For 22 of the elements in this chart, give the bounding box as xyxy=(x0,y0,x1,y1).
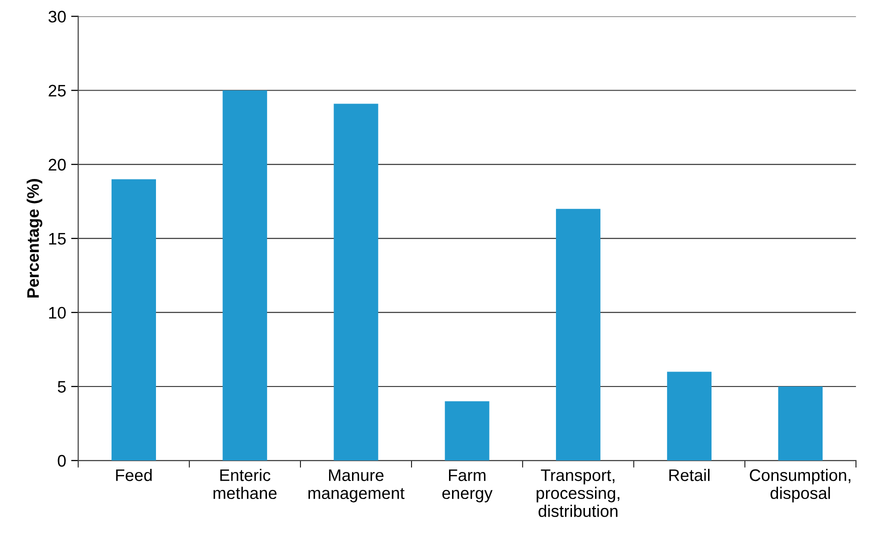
bar xyxy=(556,208,600,461)
y-tick-label: 15 xyxy=(49,233,66,245)
y-tick-label: 10 xyxy=(49,306,66,319)
y-tick-label: 25 xyxy=(48,84,66,97)
x-tick-label: Consumption, disposal xyxy=(750,468,850,502)
x-tick-label: Transport, processing, distribution xyxy=(536,469,620,518)
y-tick-label: 20 xyxy=(48,158,66,171)
bar xyxy=(334,104,378,461)
bar xyxy=(444,401,490,461)
x-tick-label: Farm energy xyxy=(442,469,493,502)
x-tick-label: Retail xyxy=(669,468,710,482)
y-tick-label: 30 xyxy=(48,10,66,23)
bar xyxy=(222,90,268,461)
y-tick-label: 0 xyxy=(58,454,66,467)
bar xyxy=(112,179,156,461)
y-tick-label: 5 xyxy=(58,381,66,393)
x-tick-label: Feed xyxy=(116,468,152,482)
bar xyxy=(667,372,712,461)
x-tick-label: Enteric methane xyxy=(214,468,277,500)
y-axis-title: Percentage (%) xyxy=(26,179,42,298)
x-tick-label: Manure management xyxy=(308,469,404,502)
bar xyxy=(778,386,823,461)
